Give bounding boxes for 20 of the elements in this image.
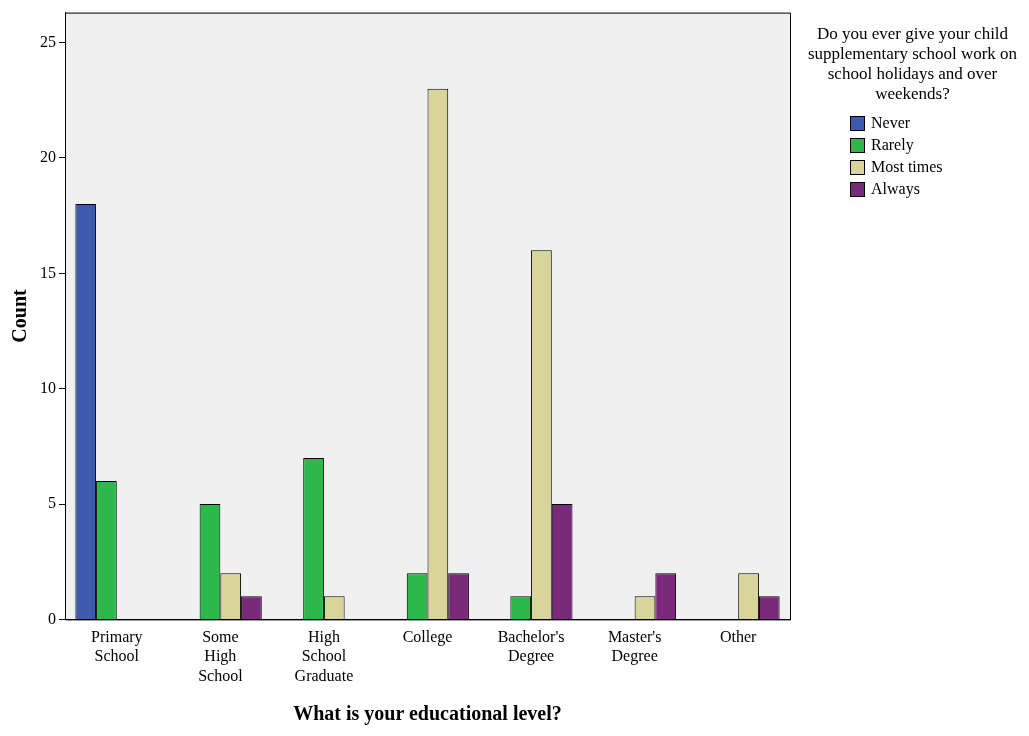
y-tick-label: 25 [40,32,56,50]
legend-label: Always [871,179,920,200]
x-tick-label: College [402,628,453,647]
legend-label: Rarely [871,135,914,156]
legend-title: Do you ever give your child supplementary school work on school holidays and over weekends? [806,24,1019,104]
y-tick-label: 10 [40,378,56,396]
legend-label: Most times [871,157,943,177]
y-tick-label: 15 [40,263,56,281]
y-axis-title: Count [8,288,31,343]
y-tick-label: 20 [40,148,56,166]
y-tick-label: 5 [48,494,56,512]
x-tick-label: High School Graduate [294,628,354,684]
x-axis-title: What is your educational level? [293,702,562,726]
x-tick-label: Bachelor's Degree [497,628,565,666]
x-tick-label: Some High School [198,628,244,684]
x-tick-label: Other [720,628,758,646]
y-tick-label: 0 [48,609,56,627]
x-tick-label: Primary School [91,628,143,665]
x-tick-label: Master's Degree [607,628,662,666]
legend-label: Never [871,113,911,133]
